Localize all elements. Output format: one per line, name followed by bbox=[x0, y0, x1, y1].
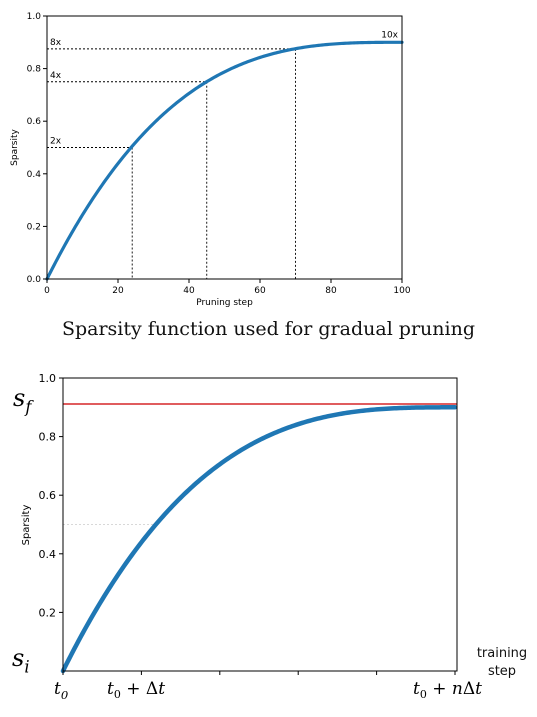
y-tick-label-3: 0.8 bbox=[39, 431, 57, 444]
end-label-10x: 10x bbox=[381, 30, 398, 40]
marker-label-2x: 2x bbox=[50, 137, 62, 147]
top-sparsity-chart: 2x 4x 8x 10x 0 20 40 60 80 100 0.0 0.2 0.4 0.6 0.8 1.0 P… bbox=[10, 12, 411, 308]
y-tick-label-5: 1.0 bbox=[27, 12, 42, 22]
marker-label-4x: 4x bbox=[50, 71, 62, 81]
sparsity-curve bbox=[45, 40, 404, 281]
y-tick-label-1: 0.2 bbox=[27, 222, 41, 232]
x-tick-label-1: 20 bbox=[112, 286, 124, 296]
y-tick-label-1: 0.4 bbox=[39, 548, 57, 561]
x-tick-label-0: 0 bbox=[44, 286, 50, 296]
label-s-i: si bbox=[12, 644, 30, 677]
x-axis-label: Pruning step bbox=[196, 298, 253, 308]
figure-caption: Sparsity function used for gradual pruni… bbox=[61, 318, 476, 340]
label-t0: t0 bbox=[54, 679, 68, 702]
y-tick-label-0: 0.0 bbox=[27, 275, 42, 285]
training-step-label: training step bbox=[476, 646, 528, 679]
y-tick-label-3: 0.6 bbox=[27, 117, 42, 127]
x-tick-label-4: 80 bbox=[325, 286, 337, 296]
y-tick-label-2: 0.4 bbox=[27, 170, 42, 180]
y-axis-label: Sparsity bbox=[21, 505, 32, 546]
x-tick-label-5: 100 bbox=[393, 286, 410, 296]
y-tick-label-0: 0.2 bbox=[39, 606, 57, 619]
label-s-f: sf bbox=[13, 384, 34, 417]
x-tick-label-3: 60 bbox=[254, 286, 266, 296]
bottom-sparsity-chart: 0.2 0.4 0.6 0.8 1.0 Sparsity sf si t0 t0 + Δt t0 +… bbox=[12, 372, 482, 702]
label-t0-plus-ndt: t0 + nΔt bbox=[413, 679, 482, 701]
y-tick-label-4: 0.8 bbox=[27, 65, 42, 75]
y-axis-label: Sparsity bbox=[10, 128, 20, 165]
label-t0-plus-dt: t0 + Δt bbox=[107, 679, 165, 701]
marker-label-8x: 8x bbox=[50, 38, 62, 48]
sparsity-curve bbox=[60, 405, 458, 674]
plot-frame bbox=[46, 15, 403, 280]
plot-frame bbox=[62, 377, 458, 672]
y-tick-label-4: 1.0 bbox=[39, 372, 57, 385]
y-tick-label-2: 0.6 bbox=[39, 489, 57, 502]
x-tick-label-2: 40 bbox=[183, 286, 195, 296]
